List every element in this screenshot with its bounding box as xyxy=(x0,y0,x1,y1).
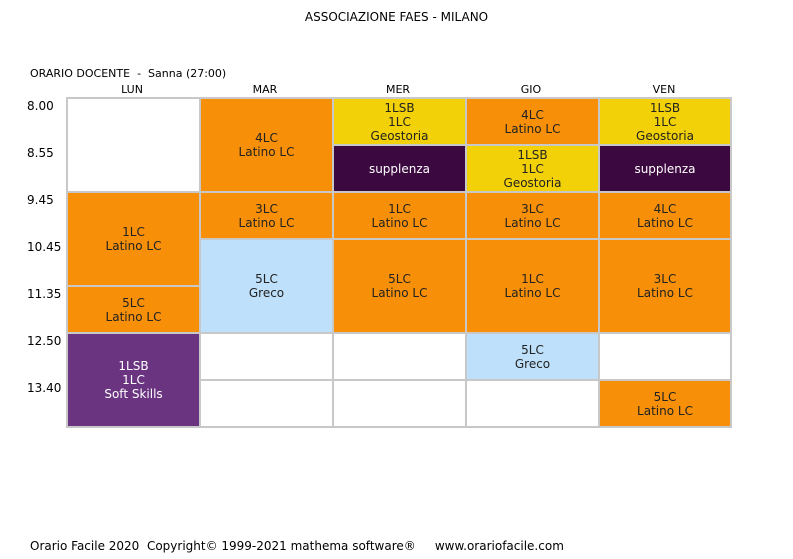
lesson-cell-gio-7[interactable] xyxy=(466,380,599,427)
lesson-subject: Latino LC xyxy=(504,215,561,230)
lesson-class: 4LC xyxy=(521,107,544,122)
lesson-subject: supplenza xyxy=(634,161,696,176)
day-header-mar: MAR xyxy=(252,83,278,96)
timetable-grid: 1LC Latino LC 5LC Latino LC 1LSB 1LC Sof… xyxy=(66,97,732,428)
lesson-cell-mar-3[interactable]: 3LC Latino LC xyxy=(200,192,333,239)
lesson-subject: Latino LC xyxy=(504,121,561,136)
time-label-7: 13.40 xyxy=(27,381,62,395)
lesson-class: 1LC xyxy=(653,114,677,129)
day-header-lun: LUN xyxy=(121,83,143,96)
day-header-mer: MER xyxy=(385,83,411,96)
lesson-class: 3LC xyxy=(255,201,278,216)
school-title: ASSOCIAZIONE FAES - MILANO xyxy=(304,10,489,24)
lesson-class: 1LC xyxy=(521,272,544,286)
lesson-subject: Latino LC xyxy=(371,286,428,300)
time-label-6: 12.50 xyxy=(27,334,62,348)
lesson-class: 3LC xyxy=(521,201,544,216)
lesson-class: 1LC xyxy=(388,201,411,216)
lesson-cell-ven-7[interactable]: 5LC Latino LC xyxy=(599,380,731,427)
lesson-cell-gio-6[interactable]: 5LC Greco xyxy=(466,333,599,380)
lesson-cell-mar-4[interactable]: 5LC Greco xyxy=(200,239,333,333)
footer-copyright: Orario Facile 2020 Copyright© 1999-2021 … xyxy=(30,539,564,553)
day-header-ven: VEN xyxy=(652,83,676,96)
lesson-cell-mar-7[interactable] xyxy=(200,380,333,427)
lesson-subject: Latino LC xyxy=(105,239,162,253)
lesson-subject: Latino LC xyxy=(637,215,693,230)
lesson-cell-lun-1[interactable] xyxy=(67,98,200,192)
lesson-subject: Latino LC xyxy=(637,286,693,300)
lesson-cell-mar-1[interactable]: 4LC Latino LC xyxy=(200,98,333,192)
lesson-cell-ven-6[interactable] xyxy=(599,333,731,380)
lesson-subject: Latino LC xyxy=(238,145,295,159)
lesson-cell-mer-2[interactable]: supplenza xyxy=(333,145,466,192)
lesson-class: 4LC xyxy=(255,131,278,145)
lesson-cell-ven-4[interactable]: 3LC Latino LC xyxy=(599,239,731,333)
lesson-cell-ven-3[interactable]: 4LC Latino LC xyxy=(599,192,731,239)
lesson-subject: Latino LC xyxy=(105,309,162,324)
lesson-cell-mer-7[interactable] xyxy=(333,380,466,427)
lesson-class: 5LC xyxy=(653,389,677,404)
time-label-1: 8.00 xyxy=(27,99,54,113)
lesson-subject: Latino LC xyxy=(504,286,561,300)
lesson-class: 1LC xyxy=(521,161,544,176)
lesson-cell-lun-6[interactable]: 1LSB 1LC Soft Skills xyxy=(67,333,200,427)
lesson-cell-ven-1[interactable]: 1LSB 1LC Geostoria xyxy=(599,98,731,145)
lesson-subject: Geostoria xyxy=(370,128,429,143)
lesson-class: 1LSB xyxy=(118,359,149,373)
lesson-cell-lun-3[interactable]: 1LC Latino LC xyxy=(67,192,200,286)
lesson-subject: Soft Skills xyxy=(104,387,163,401)
lesson-cell-gio-1[interactable]: 4LC Latino LC xyxy=(466,98,599,145)
lesson-class: 1LSB xyxy=(384,100,415,115)
lesson-class: 5LC xyxy=(255,272,278,286)
lesson-cell-gio-4[interactable]: 1LC Latino LC xyxy=(466,239,599,333)
lesson-class: 4LC xyxy=(653,201,677,216)
lesson-cell-mer-1[interactable]: 1LSB 1LC Geostoria xyxy=(333,98,466,145)
teacher-schedule-title: ORARIO DOCENTE - Sanna (27:00) xyxy=(30,67,227,80)
lesson-class: 3LC xyxy=(653,272,677,286)
lesson-cell-gio-3[interactable]: 3LC Latino LC xyxy=(466,192,599,239)
lesson-subject: Latino LC xyxy=(238,215,295,230)
lesson-class: 1LC xyxy=(122,373,145,387)
lesson-cell-lun-5[interactable]: 5LC Latino LC xyxy=(67,286,200,333)
lesson-class: 1LSB xyxy=(517,147,548,162)
day-header-gio: GIO xyxy=(520,83,542,96)
lesson-subject: Latino LC xyxy=(637,403,693,418)
time-label-5: 11.35 xyxy=(27,287,62,301)
lesson-class: 1LC xyxy=(388,114,411,129)
lesson-cell-mer-4[interactable]: 5LC Latino LC xyxy=(333,239,466,333)
time-label-2: 8.55 xyxy=(27,146,54,160)
lesson-class: 1LSB xyxy=(649,100,681,115)
lesson-cell-ven-2[interactable]: supplenza xyxy=(599,145,731,192)
lesson-subject: Greco xyxy=(514,356,551,371)
lesson-class: 5LC xyxy=(122,295,145,310)
lesson-subject: Latino LC xyxy=(371,215,428,230)
lesson-cell-mar-6[interactable] xyxy=(200,333,333,380)
lesson-class: 5LC xyxy=(388,272,411,286)
lesson-cell-mer-6[interactable] xyxy=(333,333,466,380)
lesson-cell-gio-2[interactable]: 1LSB 1LC Geostoria xyxy=(466,145,599,192)
time-label-3: 9.45 xyxy=(27,193,54,207)
lesson-subject: Geostoria xyxy=(636,128,694,143)
lesson-subject: Greco xyxy=(248,286,285,300)
lesson-class: 1LC xyxy=(122,225,145,239)
lesson-cell-mer-3[interactable]: 1LC Latino LC xyxy=(333,192,466,239)
lesson-subject: supplenza xyxy=(368,161,431,176)
lesson-class: 5LC xyxy=(521,342,544,357)
lesson-subject: Geostoria xyxy=(503,175,562,190)
time-label-4: 10.45 xyxy=(27,240,62,254)
